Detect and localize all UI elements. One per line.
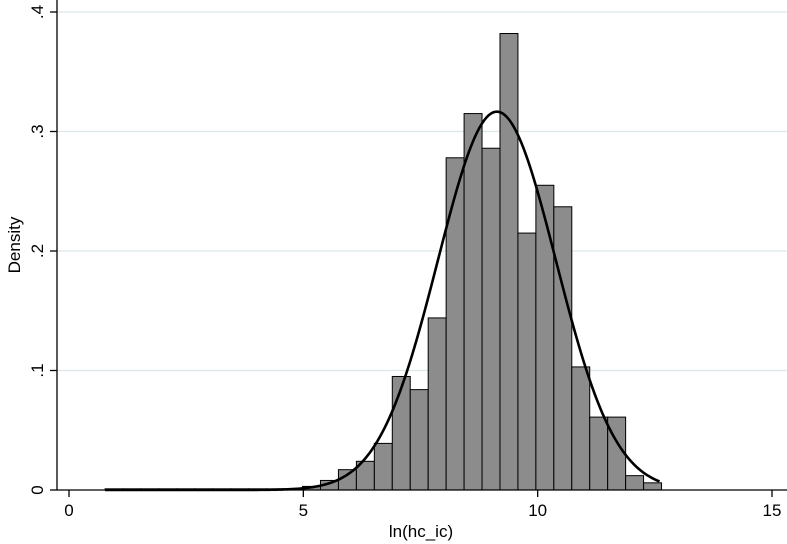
histogram-bar — [625, 475, 645, 491]
histogram-bar — [337, 469, 357, 491]
y-tick-label: .2 — [28, 244, 47, 258]
y-tick-label: .4 — [28, 5, 47, 19]
x-axis-ticks: 0 5 10 15 — [64, 490, 781, 520]
histogram-bar — [589, 416, 609, 491]
histogram-bar — [481, 147, 501, 491]
y-tick-label: .1 — [28, 363, 47, 377]
y-tick-label: .3 — [28, 124, 47, 138]
histogram-bar — [409, 389, 429, 491]
histogram-bars — [104, 33, 663, 491]
histogram-bar — [517, 232, 537, 491]
histogram-bar — [445, 157, 465, 491]
x-tick-label: 10 — [528, 501, 547, 520]
y-tick-label: 0 — [28, 485, 47, 494]
x-tick-label: 15 — [763, 501, 782, 520]
histogram-bar — [373, 442, 393, 491]
histogram-bar — [391, 375, 411, 491]
histogram-bar — [463, 113, 483, 491]
x-tick-label: 5 — [299, 501, 308, 520]
y-axis-ticks: 0 .1 .2 .3 .4 — [28, 5, 57, 495]
histogram-bar — [643, 482, 663, 491]
histogram-bar — [499, 33, 519, 491]
histogram-bar — [571, 366, 591, 491]
histogram-bar — [553, 206, 573, 491]
y-axis-title: Density — [5, 216, 24, 273]
axes — [56, 0, 787, 491]
x-tick-label: 0 — [64, 501, 73, 520]
histogram-bar — [535, 184, 555, 491]
grid-lines — [58, 11, 787, 372]
x-axis-title: ln(hc_ic) — [389, 522, 453, 541]
histogram-bar — [427, 317, 447, 491]
